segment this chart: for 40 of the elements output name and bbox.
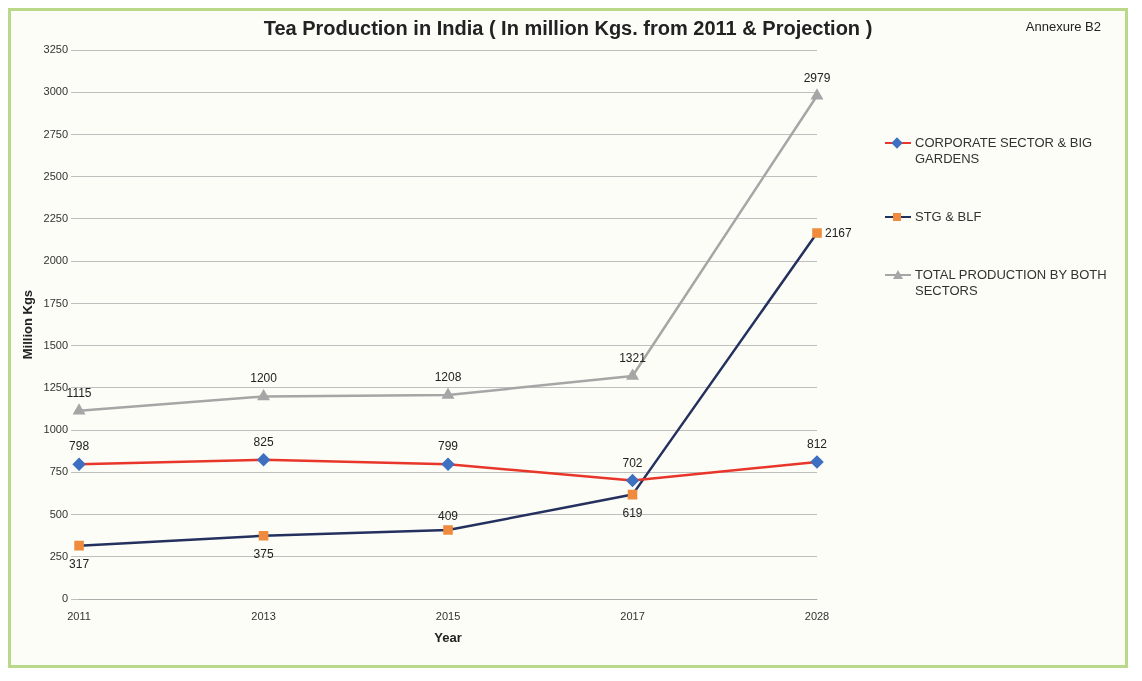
data-label: 619 xyxy=(622,505,643,520)
text: Annexure B2 xyxy=(1025,19,1101,34)
y-tick-label: 1750 xyxy=(43,296,69,309)
y-tick-label: 250 xyxy=(49,549,69,562)
data-label: 375 xyxy=(253,546,274,561)
x-tick-label: 2017 xyxy=(620,609,645,622)
y-tick-label: 500 xyxy=(49,507,69,520)
y-tick-label: 1000 xyxy=(43,423,69,436)
chart-title: Tea Production in India ( In million Kgs. from 2011 & Projection ) xyxy=(263,17,873,39)
legend-label: TOTAL PRODUCTION BY BOTH SECTORS xyxy=(915,267,1108,299)
y-tick-label: 2000 xyxy=(43,254,69,267)
x-tick-label: 2015 xyxy=(435,609,461,622)
y-tick-label: 2500 xyxy=(43,169,69,182)
data-label: 812 xyxy=(806,436,828,451)
data-label: 2979 xyxy=(803,70,831,85)
y-tick-label: 3250 xyxy=(43,43,69,56)
y-tick-label: 2250 xyxy=(43,212,69,225)
data-label: 1208 xyxy=(434,370,462,385)
y-tick-label: 750 xyxy=(49,465,69,478)
y-tick-label: 1250 xyxy=(43,381,69,393)
data-label: 409 xyxy=(438,509,459,524)
y-tick-label: 2750 xyxy=(43,127,69,140)
y-tick-label: 3000 xyxy=(43,85,69,98)
data-label: 799 xyxy=(438,439,459,454)
data-label: 317 xyxy=(69,556,90,571)
x-axis-title: Year xyxy=(434,629,462,645)
data-label: 1321 xyxy=(619,350,647,365)
x-tick-label: 2011 xyxy=(67,609,91,622)
data-label: 1200 xyxy=(250,371,278,386)
x-tick-label: 2028 xyxy=(804,609,830,622)
legend-label: CORPORATE SECTOR & BIG GARDENS xyxy=(915,135,1094,167)
y-axis-title: Million Kgs xyxy=(20,289,36,360)
data-label: 702 xyxy=(622,455,643,470)
y-tick-label: 0 xyxy=(61,592,69,605)
data-label: 2167 xyxy=(825,226,853,241)
y-tick-label: 1500 xyxy=(43,338,69,351)
legend-label: STG & BLF xyxy=(915,209,982,225)
data-label: 825 xyxy=(253,434,274,449)
data-label: 798 xyxy=(69,439,90,454)
x-tick-label: 2013 xyxy=(251,609,276,622)
